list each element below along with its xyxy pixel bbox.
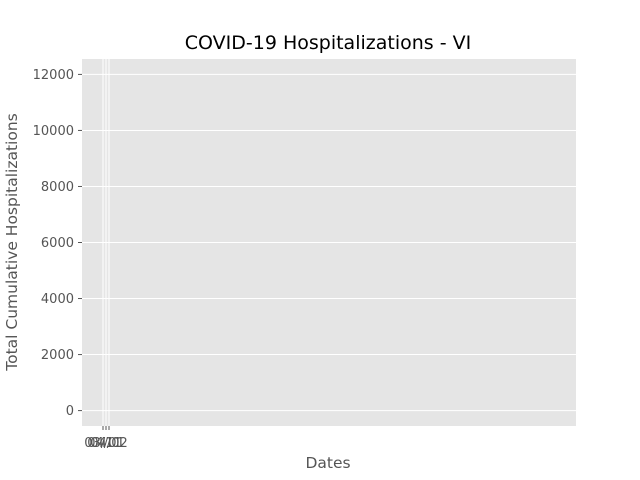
x-axis-label: Dates [305,454,350,472]
y-gridlines [82,73,576,412]
y-axis-ticks: 0 2000 4000 6000 8000 10000 12000 [33,68,82,419]
y-axis-label: Total Cumulative Hospitalizations [3,113,21,371]
y-tick-label: 4000 [41,292,74,307]
y-tick-label: 10000 [33,124,74,139]
y-tick-label: 2000 [41,348,74,363]
y-tick-label: 12000 [33,68,74,83]
y-tick-label: 8000 [41,180,74,195]
y-tick-label: 0 [66,404,74,419]
x-gridlines [102,59,110,426]
y-tick-label: 6000 [41,236,74,251]
chart-title: COVID-19 Hospitalizations - VI [185,32,471,54]
x-tick-label: 04/02 [90,436,127,451]
x-tick-label: 03/11 [84,436,121,451]
x-tick-label: 04/01 [87,436,124,451]
